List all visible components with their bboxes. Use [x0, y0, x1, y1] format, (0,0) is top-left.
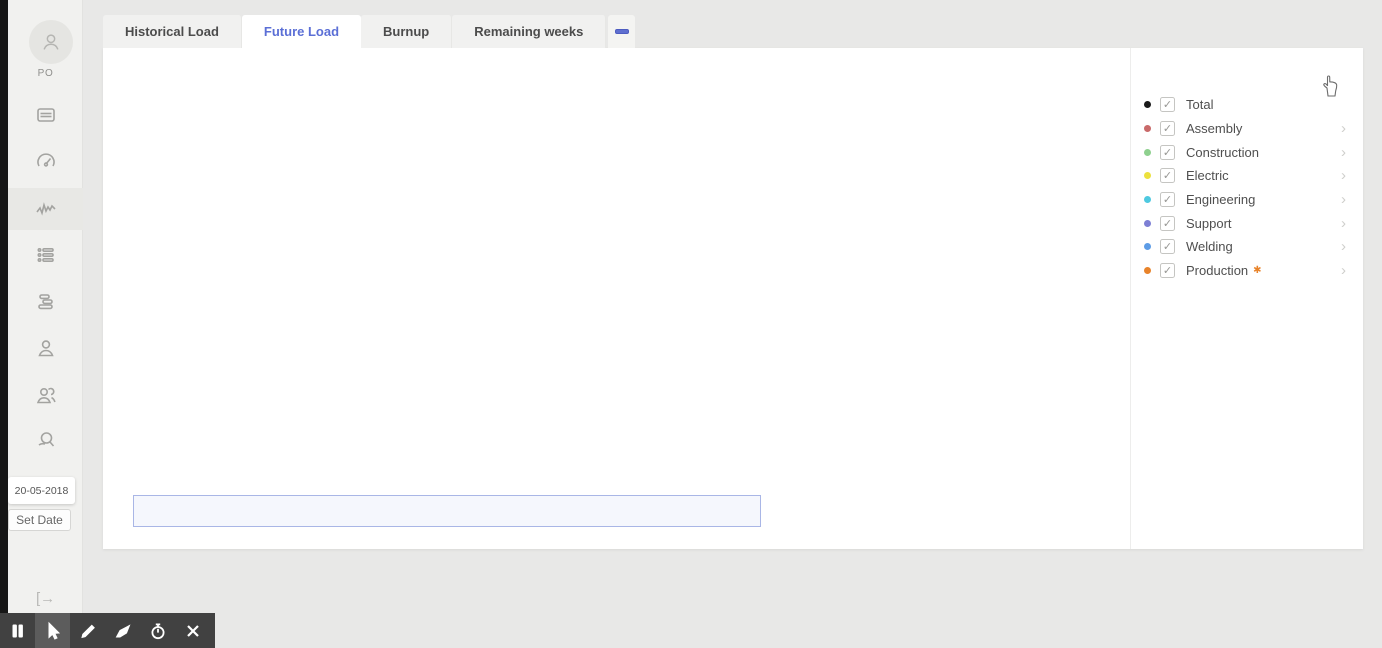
sidebar-item-magnifier-badge[interactable] — [8, 419, 83, 461]
close-icon — [186, 624, 199, 637]
legend-list: ✓ Total ✓ Assembly › ✓ Construction › ✓ Electric ›… — [1138, 93, 1354, 283]
chevron-right-icon[interactable]: › — [1341, 238, 1346, 256]
series-checkbox[interactable]: ✓ — [1160, 215, 1175, 231]
pencil-icon — [80, 624, 95, 638]
sidebar-item-gauge[interactable] — [8, 141, 83, 183]
tab-burnup[interactable]: Burnup — [361, 15, 453, 48]
series-color-dot — [1144, 267, 1151, 275]
bullet-list-icon — [36, 248, 54, 263]
activity-icon — [35, 202, 56, 216]
series-color-dot — [1144, 196, 1151, 204]
window-edge-rail — [0, 0, 8, 648]
annotation-toolbar — [0, 613, 215, 648]
overview-selection-brush[interactable] — [133, 495, 761, 527]
series-checkbox[interactable]: ✓ — [1160, 121, 1175, 137]
set-date-button[interactable]: Set Date — [8, 509, 71, 531]
series-label: Welding — [1186, 239, 1233, 255]
tab-remaining-weeks[interactable]: Remaining weeks — [452, 15, 607, 48]
pause-icon — [12, 624, 23, 637]
legend-row-engineering[interactable]: ✓ Engineering › — [1138, 188, 1354, 212]
series-checkbox[interactable]: ✓ — [1160, 239, 1175, 255]
panel-divider — [1130, 48, 1131, 549]
collapse-panel-button[interactable] — [608, 15, 636, 48]
cursor-button[interactable] — [35, 613, 70, 648]
layers-icon — [37, 294, 53, 310]
legend-row-support[interactable]: ✓ Support › — [1138, 211, 1354, 235]
pause-button[interactable] — [0, 613, 35, 648]
highlighter-icon — [115, 623, 130, 637]
chevron-right-icon[interactable]: › — [1341, 120, 1346, 138]
series-checkbox[interactable]: ✓ — [1160, 192, 1175, 208]
magnifier-badge-icon — [38, 432, 54, 447]
chevron-right-icon[interactable]: › — [1341, 191, 1346, 209]
tab-historical-load[interactable]: Historical Load — [103, 15, 242, 48]
series-label: Assembly — [1186, 121, 1243, 137]
sidebar-item-user[interactable] — [8, 327, 83, 369]
user-icon — [37, 340, 54, 357]
series-color-dot — [1144, 101, 1151, 109]
series-label: Construction — [1186, 144, 1259, 160]
legend-row-electric[interactable]: ✓ Electric › — [1138, 164, 1354, 188]
logout-icon[interactable]: [→ — [36, 590, 56, 607]
content-panel — [103, 48, 1363, 549]
sidebar-item-bullet-list[interactable] — [8, 234, 83, 276]
avatar-initials: PO — [37, 68, 54, 79]
series-color-dot — [1144, 148, 1151, 156]
cursor-icon — [48, 621, 60, 640]
chevron-right-icon[interactable]: › — [1341, 143, 1346, 161]
stopwatch-icon — [151, 623, 164, 639]
card-icon — [36, 108, 55, 122]
legend-row-total[interactable]: ✓ Total — [1138, 93, 1354, 117]
minus-icon — [614, 29, 629, 34]
tab-future-load[interactable]: Future Load — [241, 15, 362, 48]
gauge-icon — [36, 153, 55, 167]
pencil-button[interactable] — [70, 613, 105, 648]
series-label: Total — [1186, 97, 1214, 113]
tab-bar: Historical Load Future Load Burnup Remainin… — [103, 15, 636, 48]
series-label: Production — [1186, 263, 1249, 279]
series-checkbox[interactable]: ✓ — [1160, 263, 1175, 279]
series-color-dot — [1144, 219, 1151, 227]
users-icon — [36, 387, 56, 404]
person-icon — [43, 34, 59, 50]
current-date-label: 20-05-2018 — [8, 477, 75, 504]
close-button[interactable] — [175, 613, 210, 648]
chevron-right-icon[interactable]: › — [1341, 167, 1346, 185]
star-icon: ✱ — [1253, 265, 1262, 277]
chevron-right-icon[interactable]: › — [1341, 262, 1346, 280]
legend-row-welding[interactable]: ✓ Welding › — [1138, 235, 1354, 259]
chevron-right-icon[interactable]: › — [1341, 214, 1346, 232]
avatar[interactable] — [29, 20, 73, 64]
series-label: Support — [1186, 215, 1232, 231]
sidebar: PO [→ — [8, 0, 83, 648]
legend-row-production[interactable]: ✓ Production ✱ › — [1138, 259, 1354, 283]
highlighter-button[interactable] — [105, 613, 140, 648]
series-label: Electric — [1186, 168, 1229, 184]
stopwatch-button[interactable] — [140, 613, 175, 648]
series-checkbox[interactable]: ✓ — [1160, 168, 1175, 184]
legend-row-assembly[interactable]: ✓ Assembly › — [1138, 117, 1354, 141]
series-color-dot — [1144, 125, 1151, 133]
legend-row-construction[interactable]: ✓ Construction › — [1138, 140, 1354, 164]
series-color-dot — [1144, 172, 1151, 180]
sidebar-item-activity[interactable] — [8, 188, 83, 230]
sidebar-item-card[interactable] — [8, 94, 83, 136]
series-checkbox[interactable]: ✓ — [1160, 144, 1175, 160]
series-checkbox[interactable]: ✓ — [1160, 97, 1175, 113]
series-color-dot — [1144, 243, 1151, 251]
series-label: Engineering — [1186, 192, 1256, 208]
sidebar-item-users[interactable] — [8, 374, 83, 416]
sidebar-item-layers[interactable] — [8, 281, 83, 323]
